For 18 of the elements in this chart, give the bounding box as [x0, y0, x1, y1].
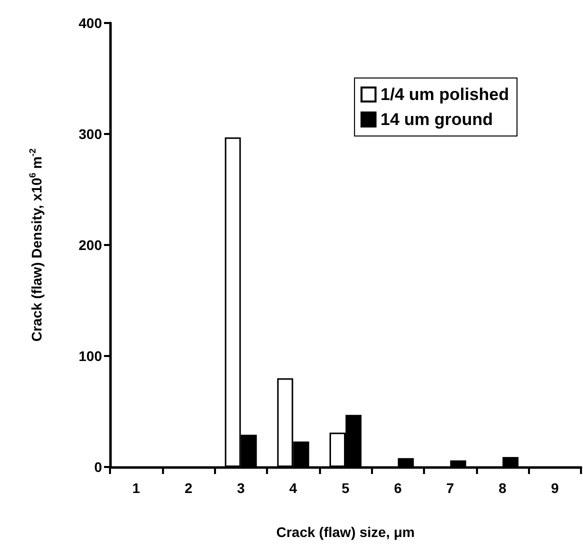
x-tick-label: 8: [498, 480, 507, 496]
x-tick-label: 3: [236, 480, 245, 496]
y-tick-label: 300: [78, 126, 102, 142]
legend-label: 14 um ground: [380, 110, 493, 129]
x-tick-label: 9: [550, 480, 559, 496]
y-tick-label: 400: [78, 15, 102, 31]
x-tick-label: 1: [132, 480, 140, 496]
x-tick-label: 4: [289, 480, 298, 496]
y-tick-label: 200: [78, 237, 102, 253]
y-tick-label: 0: [94, 459, 102, 475]
y-tick-label: 100: [78, 348, 102, 364]
x-tick-label: 6: [394, 480, 402, 496]
legend-label: 1/4 um polished: [380, 85, 510, 104]
x-tick-label: 5: [342, 480, 350, 496]
y-axis-title: Crack (flaw) Density, x106 m-2: [28, 148, 44, 342]
x-tick-label: 7: [446, 480, 454, 496]
x-axis-title: Crack (flaw) size, μm: [276, 524, 415, 540]
x-tick-label: 2: [184, 480, 193, 496]
